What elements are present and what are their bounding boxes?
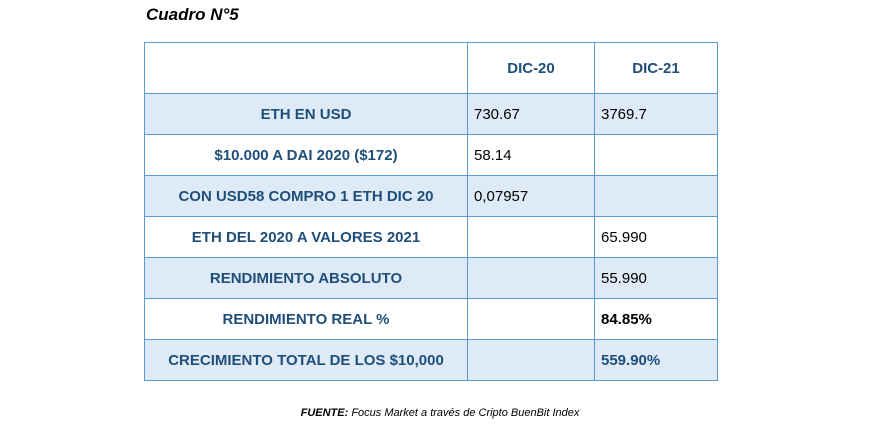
table-row: RENDIMIENTO REAL % 84.85% xyxy=(144,298,718,340)
cell-dic-21: 3769.7 xyxy=(594,93,718,135)
source-text: Focus Market a través de Cripto BuenBit … xyxy=(348,407,580,419)
cell-dic-21: 65.990 xyxy=(594,216,718,258)
table-row: ETH DEL 2020 A VALORES 2021 65.990 xyxy=(144,216,718,258)
table-row: CRECIMIENTO TOTAL DE LOS $10,000 559.90% xyxy=(144,339,718,381)
table-row: CON USD58 COMPRO 1 ETH DIC 20 0,07957 xyxy=(144,175,718,217)
cell-dic-20 xyxy=(467,298,595,340)
cell-dic-21: 84.85% xyxy=(594,298,718,340)
source-label: FUENTE: xyxy=(300,407,349,419)
cell-dic-21 xyxy=(594,175,718,217)
row-label: CRECIMIENTO TOTAL DE LOS $10,000 xyxy=(144,339,468,381)
row-label: RENDIMIENTO ABSOLUTO xyxy=(144,257,468,299)
header-dic-21: DIC-21 xyxy=(594,42,718,94)
header-dic-20: DIC-20 xyxy=(467,42,595,94)
cell-dic-20: 58.14 xyxy=(467,134,595,176)
table-row: $10.000 A DAI 2020 ($172) 58.14 xyxy=(144,134,718,176)
row-label: RENDIMIENTO REAL % xyxy=(144,298,468,340)
table-row: RENDIMIENTO ABSOLUTO 55.990 xyxy=(144,257,718,299)
table-row: ETH EN USD 730.67 3769.7 xyxy=(144,93,718,135)
cell-dic-20 xyxy=(467,257,595,299)
header-cell-empty xyxy=(144,42,468,94)
row-label: ETH EN USD xyxy=(144,93,468,135)
cell-dic-20: 0,07957 xyxy=(467,175,595,217)
row-label: CON USD58 COMPRO 1 ETH DIC 20 xyxy=(144,175,468,217)
source-note: FUENTE: Focus Market a través de Cripto … xyxy=(0,407,880,419)
row-label: $10.000 A DAI 2020 ($172) xyxy=(144,134,468,176)
cell-dic-20: 730.67 xyxy=(467,93,595,135)
table-header-row: DIC-20 DIC-21 xyxy=(144,42,718,94)
cell-dic-21: 55.990 xyxy=(594,257,718,299)
row-label: ETH DEL 2020 A VALORES 2021 xyxy=(144,216,468,258)
cell-dic-20 xyxy=(467,216,595,258)
cell-dic-21: 559.90% xyxy=(594,339,718,381)
data-table: DIC-20 DIC-21 ETH EN USD 730.67 3769.7 $… xyxy=(144,42,718,381)
cell-dic-20 xyxy=(467,339,595,381)
cell-dic-21 xyxy=(594,134,718,176)
table-caption: Cuadro N°5 xyxy=(146,5,239,24)
